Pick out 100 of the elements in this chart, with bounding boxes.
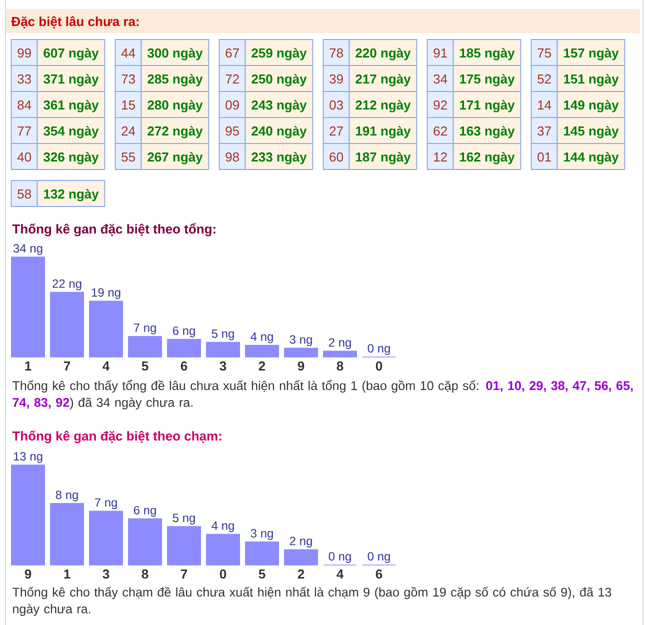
text: 92 — [434, 100, 447, 110]
data-label: 7 ng — [94, 498, 117, 510]
data-label: 34 ng — [13, 244, 42, 255]
data-label: 4 ng — [212, 521, 234, 532]
data-label: 13 ng — [14, 452, 42, 463]
text: 34 — [434, 74, 448, 84]
x-tick-label: 6 — [180, 361, 188, 371]
text: 62 — [434, 126, 447, 136]
bar — [89, 300, 124, 358]
x-tick-label: 5 — [258, 570, 266, 579]
text: 03 — [330, 100, 343, 110]
x-tick-label: 0 — [376, 361, 382, 371]
text: 60 — [330, 152, 344, 162]
text: Thống kê cho thấy tổng đề lâu chưa xuất hiện nhất là tổng 1 (bao gồm 10 cặp số: 01, 10, 29, 38, 47, 56, 65, 74, 83, 92) đã 34 ngày chưa ra. — [12, 380, 633, 410]
bar — [128, 518, 162, 566]
bar — [167, 338, 202, 358]
text: 67 — [226, 48, 239, 58]
bar — [206, 342, 240, 358]
text: 15 — [122, 100, 135, 110]
text: 187 ngày — [356, 152, 411, 164]
data-label: 8 ng — [56, 490, 78, 502]
text: 191 ngày — [356, 126, 411, 138]
data-label: 22 ng — [52, 279, 82, 290]
data-label: 0 ng — [368, 344, 390, 355]
text: 95 — [226, 126, 239, 136]
text: 84 — [18, 100, 32, 110]
x-tick-label: 7 — [180, 570, 188, 578]
data-label: 0 ng — [368, 552, 390, 563]
text: 44 — [121, 48, 136, 58]
text: 240 ngày — [252, 126, 307, 138]
text: 163 ngày — [460, 126, 515, 138]
text: 01 — [538, 152, 551, 162]
text: 75 — [538, 48, 551, 58]
chart-title: Thống kê gan đặc biệt theo chạm: — [12, 430, 222, 444]
x-tick-label: 0 — [220, 569, 226, 579]
text: 149 ngày — [564, 100, 619, 112]
text: Thống kê cho thấy chạm đề lâu chưa xuất hiện nhất là chạm 9 (bao gồm 19 cặp số có chứa số 9), đã 13 ngày chưa ra. — [12, 586, 612, 616]
x-tick-label: 9 — [298, 361, 304, 371]
data-label: 5 ng — [172, 514, 195, 525]
data-label: 2 ng — [328, 338, 351, 350]
text: 243 ngày — [252, 100, 307, 112]
text: 39 — [330, 74, 343, 84]
text: Đặc biệt lâu chưa ra: — [11, 16, 139, 28]
data-label: 6 ng — [172, 326, 195, 338]
text: 24 — [122, 126, 136, 136]
text: 40 — [17, 152, 32, 162]
text: 14 — [538, 100, 552, 110]
bar — [323, 350, 358, 358]
text: 326 ngày — [43, 152, 99, 164]
x-tick-label: 4 — [336, 570, 344, 578]
text: 145 ngày — [564, 126, 619, 138]
text: 99 — [18, 48, 31, 58]
text: 72 — [226, 74, 239, 84]
text: 77 — [18, 126, 31, 136]
text: 162 ngày — [460, 152, 515, 164]
data-label: 7 ng — [134, 324, 156, 334]
text: 607 ngày — [44, 48, 99, 60]
bar — [11, 464, 46, 566]
text: 91 — [434, 48, 447, 58]
bar — [245, 542, 280, 566]
x-tick-label: 4 — [102, 362, 110, 370]
bar — [167, 526, 202, 566]
text: 98 — [226, 152, 239, 162]
bar — [89, 510, 124, 566]
text: 78 — [330, 48, 343, 58]
text: 220 ngày — [356, 48, 411, 60]
x-tick-label: 1 — [64, 570, 70, 578]
text: 27 — [330, 126, 343, 136]
text: 267 ngày — [148, 152, 203, 164]
text: 151 ngày — [564, 74, 619, 86]
x-tick-label: 3 — [220, 361, 226, 371]
bar — [284, 348, 318, 358]
bar — [50, 503, 84, 566]
text: 371 ngày — [43, 74, 99, 86]
x-tick-label: 1 — [25, 362, 32, 370]
bar — [11, 256, 46, 358]
text: 354 ngày — [43, 126, 99, 138]
x-tick-label: 7 — [64, 362, 70, 370]
data-label: 6 ng — [134, 506, 156, 517]
text: 52 — [538, 74, 551, 84]
text: 55 — [122, 152, 135, 162]
x-tick-label: 6 — [376, 569, 382, 579]
text: 212 ngày — [356, 100, 411, 112]
data-label: 2 ng — [290, 536, 312, 548]
x-tick-label: 8 — [336, 361, 344, 371]
data-label: 3 ng — [290, 335, 312, 346]
x-tick-label: 3 — [102, 569, 110, 579]
bar — [245, 344, 280, 358]
text: 157 ngày — [564, 48, 619, 60]
x-tick-label: 5 — [142, 362, 148, 371]
text: 259 ngày — [252, 48, 307, 60]
data-label: 5 ng — [212, 330, 234, 340]
text: 144 ngày — [564, 152, 619, 164]
text: 37 — [538, 126, 551, 136]
bar — [206, 534, 240, 566]
text: 58 — [18, 189, 31, 199]
data-label: 4 ng — [250, 332, 273, 344]
text: 233 ngày — [252, 152, 307, 164]
bar — [284, 549, 318, 566]
text: 132 ngày — [44, 188, 99, 202]
